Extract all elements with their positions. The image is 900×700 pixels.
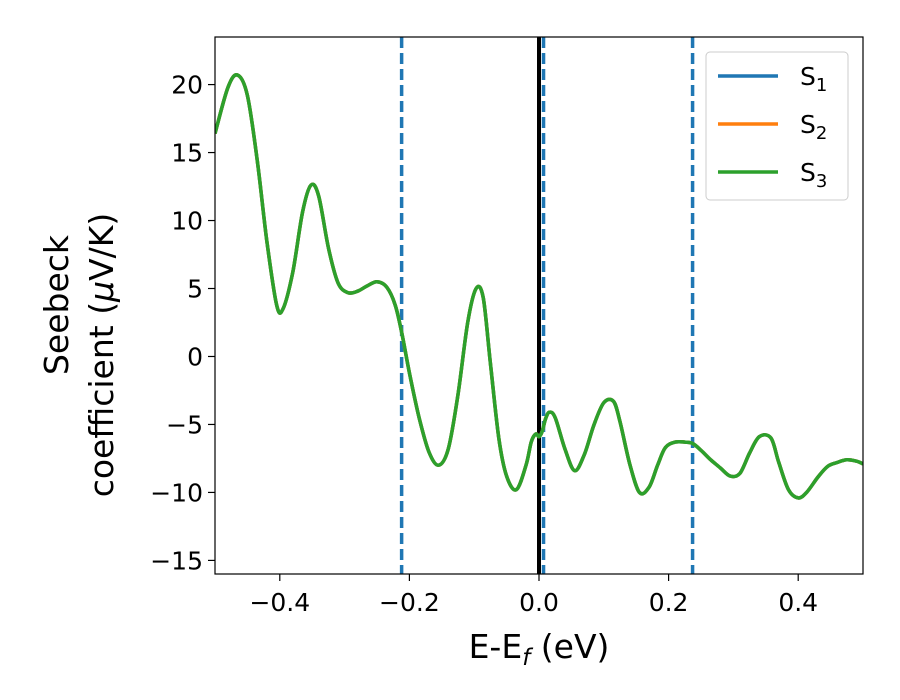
y-tick-label: 20 [171, 71, 203, 100]
y-tick-label: 15 [171, 139, 203, 168]
y-axis-ticks: −15 −10 −5 0 5 10 15 20 [150, 71, 215, 575]
vertical-reference-lines [399, 37, 695, 574]
y-tick-label: 5 [187, 275, 203, 304]
y-tick-label: 0 [187, 342, 203, 371]
series-lines [215, 73, 863, 500]
x-tick-label: −0.4 [249, 588, 310, 617]
x-tick-label: 0.4 [778, 588, 818, 617]
y-tick-label: −5 [166, 410, 203, 439]
y-axis-label-line2: coefficient (μV/K) [82, 213, 121, 498]
x-tick-label: 0.0 [519, 588, 559, 617]
x-tick-label: −0.2 [379, 588, 440, 617]
y-tick-label: −15 [150, 546, 203, 575]
legend-label-s2: S2 [800, 110, 827, 144]
legend-label-s1: S1 [800, 62, 827, 96]
x-tick-label: 0.2 [649, 588, 689, 617]
legend-box [705, 51, 849, 201]
x-axis-ticks: −0.4 −0.2 0.0 0.2 0.4 [249, 574, 818, 617]
y-tick-label: 10 [171, 207, 203, 236]
y-axis-label-line1: Seebeck [37, 234, 76, 375]
x-axis-label: E-Ef (eV) [469, 627, 610, 671]
legend: S1 S2 S3 [705, 51, 849, 201]
legend-label-s3: S3 [800, 158, 827, 192]
y-tick-label: −10 [150, 478, 203, 507]
series-line-s3 [215, 73, 863, 500]
